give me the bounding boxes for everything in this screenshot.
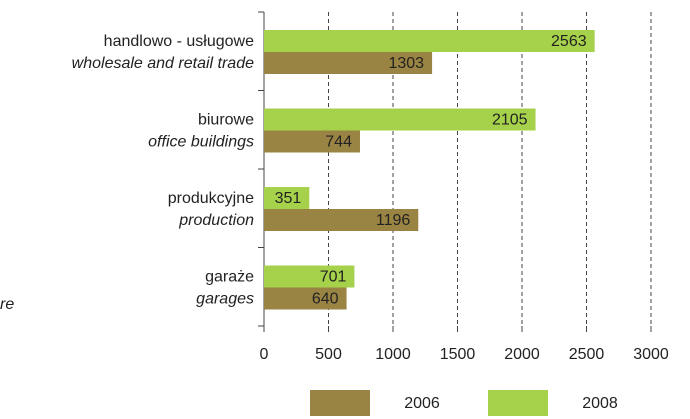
category-label-en: wholesale and retail trade: [72, 55, 254, 72]
bar: [264, 130, 360, 153]
bar: [264, 30, 595, 52]
x-tick-label: 500: [315, 346, 342, 363]
category-label: biurowe: [198, 112, 254, 129]
value-label: 640: [312, 291, 339, 308]
value-label: 1303: [388, 55, 424, 72]
x-tick-label: 2000: [504, 346, 540, 363]
legend-swatch: [488, 390, 548, 416]
bar: [264, 209, 419, 231]
x-tick-label: 0: [260, 346, 269, 363]
legend-label: 2006: [404, 395, 440, 412]
value-label: 701: [320, 269, 347, 286]
value-label: 2105: [492, 112, 528, 129]
bar: [264, 108, 536, 131]
category-label-en: garages: [196, 291, 254, 308]
category-label: garaże: [205, 269, 254, 286]
category-label-en: production: [178, 212, 254, 229]
value-label: 744: [325, 134, 352, 151]
bar: [264, 265, 355, 288]
bar: [264, 287, 347, 310]
value-label: 351: [275, 190, 302, 207]
x-tick-label: 1000: [375, 346, 411, 363]
annotation: re: [0, 296, 14, 313]
legend-swatch: [310, 390, 370, 416]
x-tick-label: 1500: [440, 346, 476, 363]
value-label: 1196: [376, 212, 411, 229]
legend-label: 2008: [582, 395, 618, 412]
bar: [264, 52, 433, 74]
x-tick-label: 3000: [633, 346, 669, 363]
x-tick-label: 2500: [569, 346, 605, 363]
bar: [264, 187, 310, 209]
category-label: produkcyjne: [168, 190, 254, 207]
category-label: handlowo - usługowe: [104, 33, 254, 50]
value-label: 2563: [551, 33, 587, 50]
category-label-en: office buildings: [148, 134, 254, 151]
